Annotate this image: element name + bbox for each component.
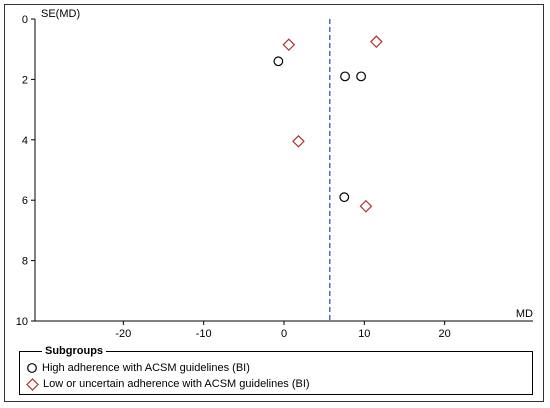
y-axis-title: SE(MD) — [41, 8, 80, 20]
axes — [34, 19, 533, 322]
circle-point — [339, 192, 350, 203]
legend-title: Subgroups — [42, 345, 107, 358]
x-tick-label: -10 — [196, 328, 212, 340]
diamond-point — [292, 134, 305, 148]
x-axis-title: MD — [516, 308, 533, 320]
diamond-point — [370, 35, 383, 48]
x-tick-label: 10 — [358, 328, 370, 340]
y-tick-label: 10 — [16, 316, 28, 328]
legend-circle-marker — [27, 363, 37, 373]
x-tick-label: 0 — [281, 328, 287, 340]
diamond-point — [359, 199, 373, 213]
circle-point — [340, 71, 350, 82]
legend-label-low-adherence: Low or uncertain adherence with ACSM gui… — [43, 378, 310, 390]
y-tick-label: 2 — [22, 74, 28, 86]
circle-point — [273, 56, 284, 67]
y-tick-label: 6 — [22, 195, 28, 207]
y-tick-label: 4 — [22, 135, 28, 147]
y-tick-label: 8 — [22, 256, 28, 268]
x-tick-label: 20 — [439, 328, 451, 340]
legend-label-high-adherence: High adherence with ACSM guidelines (BI) — [42, 362, 250, 374]
x-tick-label: -20 — [115, 328, 131, 340]
funnel-plot: 0 2 4 6 8 10 -20 -10 0 10 20 SE(MD) MD — [16, 8, 533, 340]
diamond-point — [282, 38, 296, 52]
legend: Subgroups High adherence with ACSM guide… — [19, 345, 533, 395]
chart-frame: 0 2 4 6 8 10 -20 -10 0 10 20 SE(MD) MD Subgroups H… — [4, 4, 544, 402]
circle-point — [356, 71, 367, 82]
legend-diamond-marker — [26, 377, 39, 391]
legend-item-low-adherence: Low or uncertain adherence with ACSM gui… — [26, 377, 310, 391]
legend-item-high-adherence: High adherence with ACSM guidelines (BI) — [26, 361, 250, 375]
y-tick-label: 0 — [22, 14, 28, 26]
ticks: 0 2 4 6 8 10 -20 -10 0 10 20 — [16, 14, 451, 340]
data-points — [273, 35, 383, 213]
